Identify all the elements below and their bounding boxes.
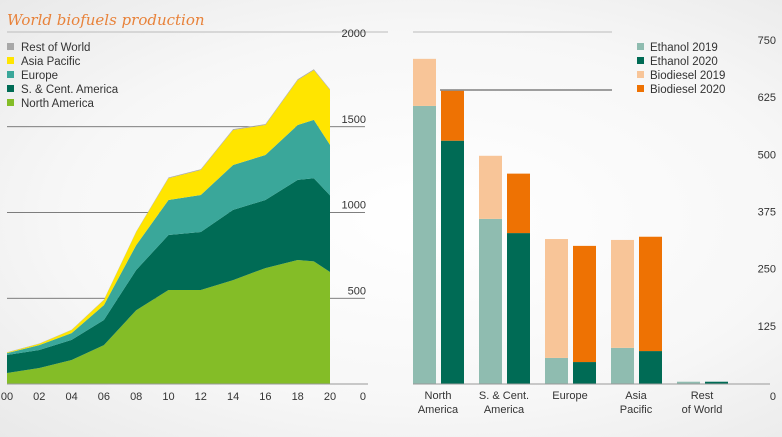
legend-label: Biodiesel 2020 — [650, 84, 725, 96]
legend-label: Biodiesel 2019 — [650, 70, 725, 82]
category-label: Europe — [552, 390, 587, 402]
bar-ethanol-2019 — [545, 357, 568, 384]
legend-swatch — [7, 99, 14, 106]
y-tick-label: 1000 — [342, 200, 366, 212]
bar-biodiesel-2019 — [545, 239, 568, 358]
x-tick-label: 02 — [33, 391, 45, 403]
x-tick-label: 14 — [227, 391, 239, 403]
x-tick-label: 18 — [292, 391, 304, 403]
y-tick-label: 500 — [348, 285, 366, 297]
chart-title: World biofuels production — [7, 11, 205, 29]
legend-swatch — [637, 57, 644, 64]
legend-swatch — [7, 85, 14, 92]
bar-ethanol-2019 — [677, 381, 700, 384]
category-label: Rest — [691, 390, 714, 402]
y-tick-label: 1500 — [342, 114, 366, 126]
legend-swatch — [637, 43, 644, 50]
category-label: Pacific — [620, 404, 653, 416]
bar-ethanol-2020 — [705, 381, 728, 384]
y-tick-label: 2000 — [342, 28, 366, 40]
legend-label: Ethanol 2019 — [650, 42, 718, 54]
legend-swatch — [7, 43, 14, 50]
y-tick-label: 625 — [758, 92, 776, 104]
category-label: America — [484, 404, 525, 416]
bar-biodiesel-2020 — [573, 245, 596, 363]
category-label: of World — [682, 404, 723, 416]
legend-label: Rest of World — [21, 42, 90, 54]
legend-swatch — [7, 71, 14, 78]
x-tick-label: 04 — [65, 391, 77, 403]
legend-swatch — [637, 71, 644, 78]
legend-swatch — [7, 57, 14, 64]
bar-ethanol-2019 — [413, 105, 436, 384]
x-tick-label: 06 — [98, 391, 110, 403]
area-europe — [7, 119, 330, 356]
x-tick-label: 16 — [259, 391, 271, 403]
legend-label: Asia Pacific — [21, 56, 81, 68]
bar-ethanol-2019 — [611, 347, 634, 384]
bar-ethanol-2019 — [479, 218, 502, 384]
bar-biodiesel-2020 — [441, 90, 464, 141]
area-north-america — [7, 260, 330, 384]
legend-label: Ethanol 2020 — [650, 56, 718, 68]
legend-label: Europe — [21, 70, 58, 82]
bar-ethanol-2020 — [507, 233, 530, 384]
y-tick-label: 375 — [758, 207, 776, 219]
x-tick-label: 20 — [324, 391, 336, 403]
bar-biodiesel-2019 — [479, 155, 502, 219]
bar-biodiesel-2019 — [611, 239, 634, 348]
category-label: S. & Cent. — [479, 390, 529, 402]
legend-swatch — [637, 85, 644, 92]
x-tick-label: 00 — [1, 391, 13, 403]
y-tick-label: 0 — [770, 391, 776, 403]
bar-ethanol-2020 — [441, 140, 464, 384]
x-tick-label: 08 — [130, 391, 142, 403]
bar-ethanol-2020 — [639, 351, 662, 384]
category-label: America — [418, 404, 459, 416]
y-tick-label: 250 — [758, 264, 776, 276]
bar-biodiesel-2019 — [413, 58, 436, 106]
y-tick-label: 125 — [758, 321, 776, 333]
category-label: North — [425, 390, 452, 402]
legend-label: S. & Cent. America — [21, 84, 119, 96]
bar-biodiesel-2020 — [507, 173, 530, 234]
x-tick-label: 12 — [195, 391, 207, 403]
y-tick-label: 500 — [758, 149, 776, 161]
bar-ethanol-2020 — [573, 362, 596, 384]
y-tick-label: 0 — [360, 391, 366, 403]
legend-label: North America — [21, 98, 94, 110]
area-s-cent-america — [7, 178, 330, 374]
y-tick-label: 750 — [758, 35, 776, 47]
x-tick-label: 10 — [162, 391, 174, 403]
category-label: Asia — [625, 390, 647, 402]
area-asia-pacific — [7, 70, 330, 354]
bar-biodiesel-2020 — [639, 236, 662, 352]
